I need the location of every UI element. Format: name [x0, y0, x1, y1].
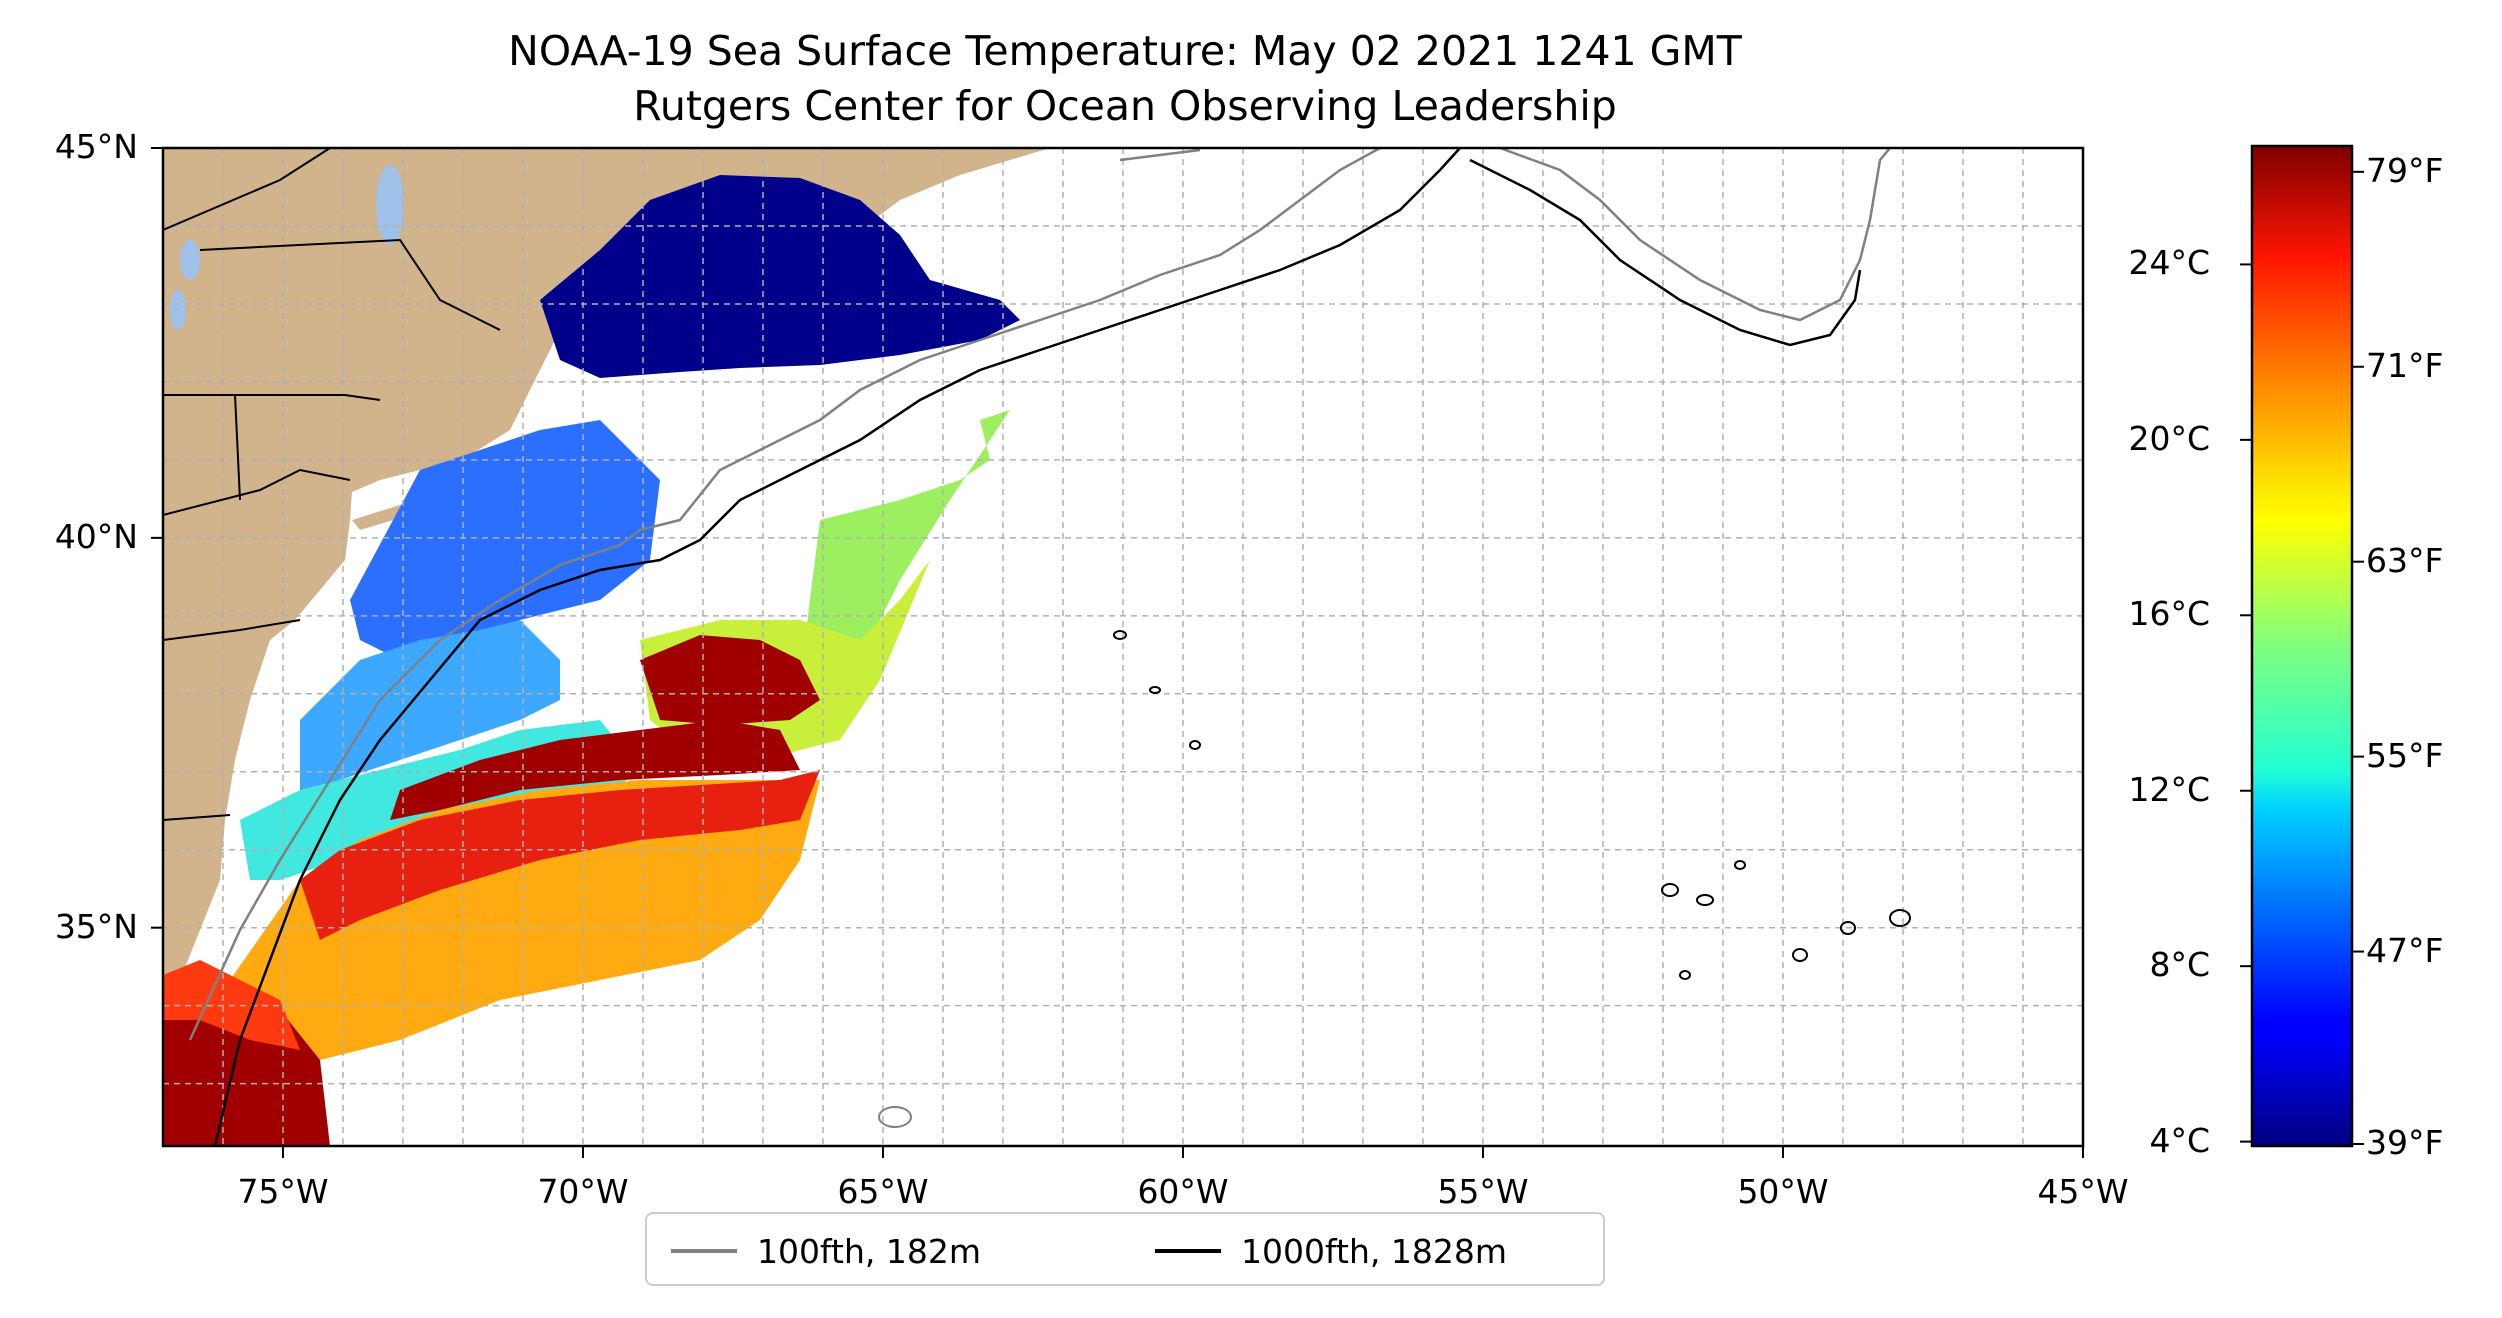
lat-tick-label: 40°N	[54, 516, 138, 556]
colorbar	[2250, 144, 2354, 1148]
lat-tick-label: 45°N	[54, 127, 138, 166]
legend-swatch-100fth	[671, 1249, 737, 1253]
small-islands	[878, 630, 1911, 1128]
lon-tick-label: 75°W	[237, 1172, 329, 1211]
colorbar-label-celsius: 24°C	[2128, 243, 2210, 283]
colorbar-label-fahrenheit: 55°F	[2366, 735, 2444, 775]
lon-tick-label: 50°W	[1737, 1172, 1829, 1211]
map-frame	[161, 146, 2085, 1148]
lake	[170, 290, 186, 330]
lon-tick-label: 60°W	[1137, 1172, 1229, 1211]
legend-item-100fth: 100fth, 182m	[671, 1214, 981, 1288]
lon-tick-label: 55°W	[1437, 1172, 1529, 1211]
axis-ticks	[151, 147, 2084, 1158]
colorbar-label-fahrenheit: 79°F	[2366, 150, 2444, 190]
map-content	[163, 148, 2083, 1146]
contour-legend: 100fth, 182m 1000fth, 1828m	[645, 1212, 1605, 1286]
legend-label-100fth: 100fth, 182m	[757, 1231, 981, 1271]
colorbar-label-celsius: 16°C	[2128, 594, 2210, 634]
colorbar-ticks	[2240, 170, 2364, 1145]
colorbar-label-celsius: 12°C	[2128, 769, 2210, 809]
map-subtitle: Rutgers Center for Ocean Observing Leade…	[633, 82, 1617, 130]
map-title: NOAA-19 Sea Surface Temperature: May 02 …	[508, 27, 1742, 75]
lon-tick-label: 65°W	[837, 1172, 929, 1211]
colorbar-label-fahrenheit: 47°F	[2366, 930, 2444, 970]
colorbar-label-celsius: 8°C	[2149, 945, 2210, 985]
colorbar-label-celsius: 4°C	[2149, 1120, 2210, 1160]
sst-darkred-gulf-stream	[390, 720, 800, 820]
grid-lines	[163, 148, 2083, 1146]
lake	[180, 240, 200, 280]
lon-tick-label: 70°W	[537, 1172, 629, 1211]
colorbar-label-fahrenheit: 63°F	[2366, 540, 2444, 580]
land-mass	[163, 148, 1050, 1000]
lat-tick-label: 35°N	[54, 906, 138, 946]
contour-100fth	[188, 148, 1891, 1041]
lon-tick-label: 45°W	[2037, 1172, 2129, 1211]
legend-label-1000fth: 1000fth, 1828m	[1241, 1231, 1507, 1271]
state-borders	[163, 148, 501, 821]
sst-red-gulf-stream	[300, 770, 820, 940]
legend-swatch-1000fth	[1155, 1249, 1221, 1253]
colorbar-label-fahrenheit: 71°F	[2366, 345, 2444, 385]
lake	[376, 165, 404, 245]
sst-light-blue	[300, 620, 560, 800]
legend-item-1000fth: 1000fth, 1828m	[1155, 1214, 1507, 1288]
colorbar-label-celsius: 20°C	[2128, 418, 2210, 458]
contour-1000fth	[213, 148, 1862, 1146]
sst-darkred-northeast	[640, 635, 820, 725]
colorbar-label-fahrenheit: 39°F	[2366, 1123, 2444, 1162]
